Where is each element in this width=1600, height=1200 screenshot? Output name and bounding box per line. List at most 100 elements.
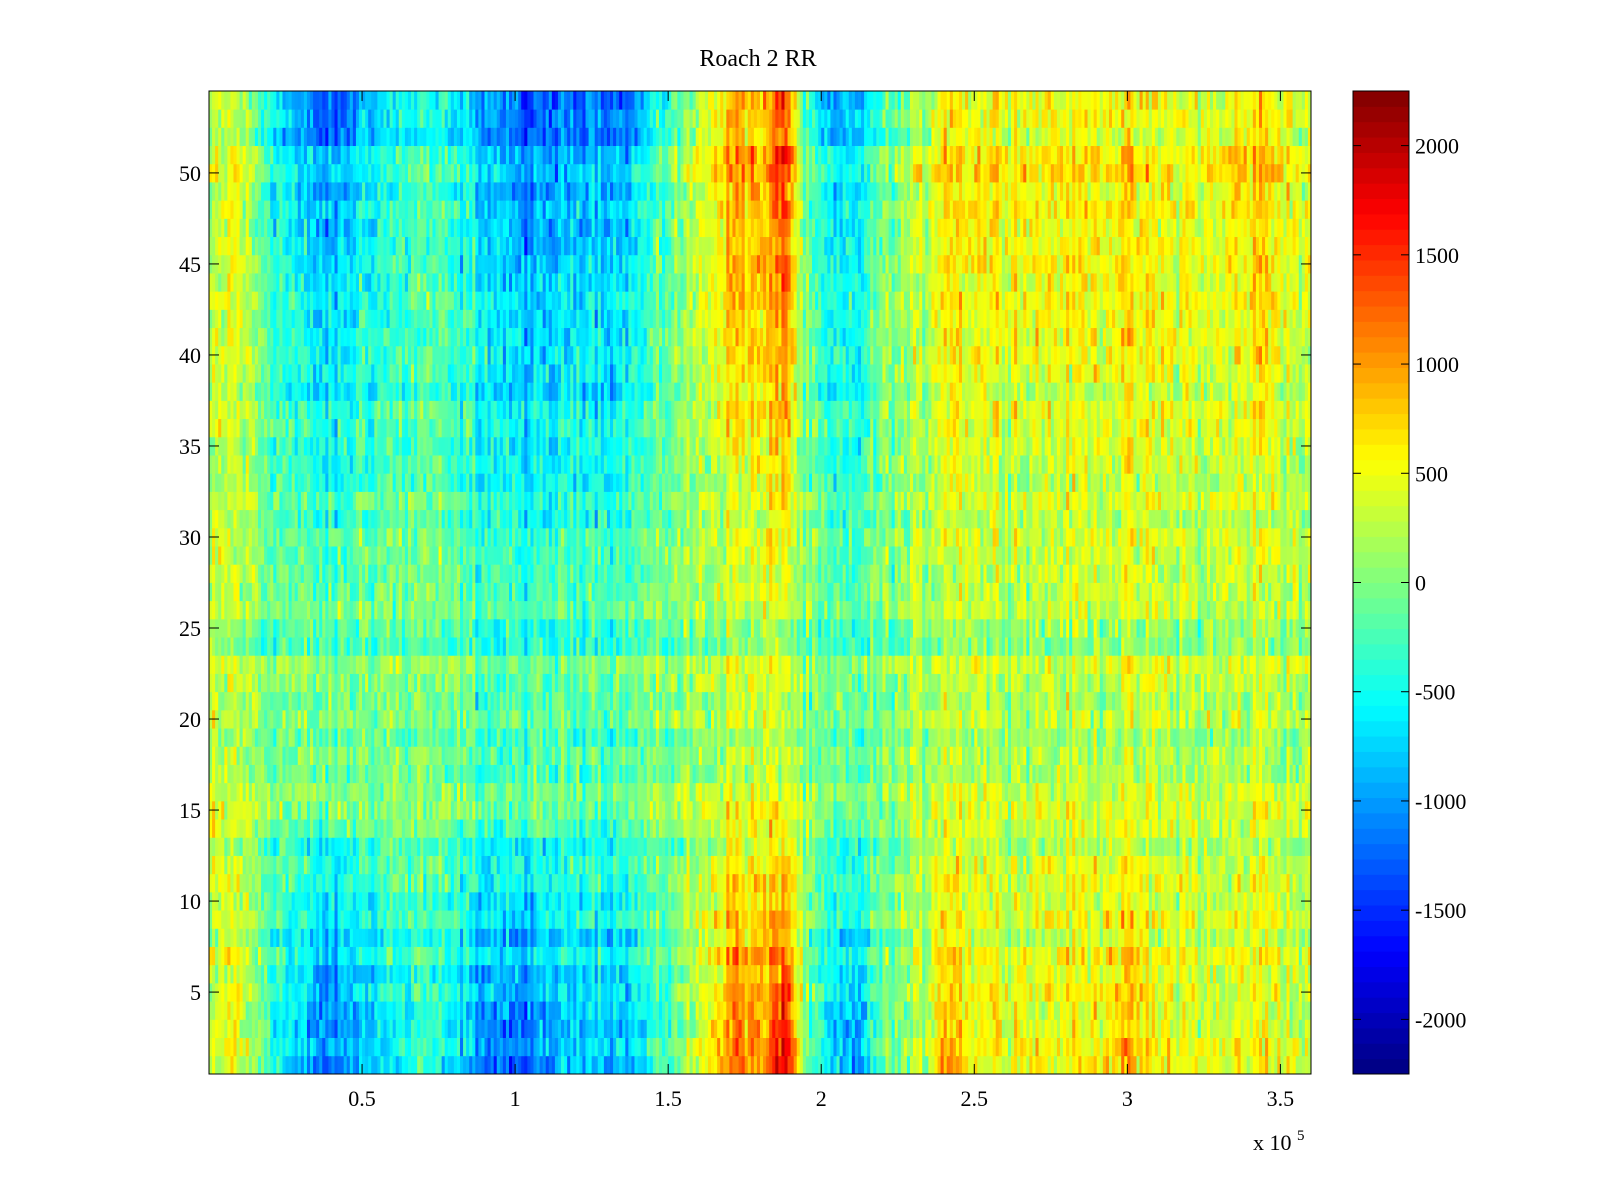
heatmap-cell [245, 855, 250, 875]
heatmap-cell [925, 1001, 929, 1020]
heatmap-cell [1231, 964, 1235, 984]
heatmap-cell [316, 837, 320, 856]
heatmap-cell [310, 928, 314, 947]
heatmap-cell [1243, 891, 1248, 911]
heatmap-cell [218, 1037, 222, 1057]
heatmap-cell [946, 855, 951, 875]
heatmap-cell [919, 964, 923, 984]
heatmap-cell [1038, 855, 1043, 875]
heatmap-cell [1216, 891, 1220, 911]
heatmap-cell [365, 1001, 369, 1020]
heatmap-cell [597, 946, 602, 966]
heatmap-cell [346, 946, 351, 966]
heatmap-cell [438, 982, 443, 1002]
heatmap-cell [530, 1001, 534, 1020]
heatmap-cell [1154, 1055, 1159, 1075]
heatmap-cell [548, 1019, 553, 1038]
heatmap-cell [658, 982, 663, 1002]
heatmap-cell [830, 946, 834, 966]
heatmap-cell [340, 1001, 345, 1020]
heatmap-cell [1105, 891, 1110, 911]
heatmap-cell [383, 964, 387, 984]
heatmap-cell [665, 982, 669, 1002]
heatmap-cell [870, 928, 874, 947]
heatmap-cell [1078, 928, 1082, 947]
heatmap-cell [475, 928, 479, 947]
heatmap-cell [756, 946, 761, 966]
heatmap-cell [1020, 982, 1024, 1002]
heatmap-cell [1096, 891, 1101, 911]
heatmap-cell [848, 855, 853, 875]
heatmap-cell [909, 964, 914, 984]
heatmap-cell [744, 1019, 749, 1038]
heatmap-cell [652, 910, 657, 929]
heatmap-cell [300, 1037, 305, 1057]
heatmap-cell [267, 982, 271, 1002]
heatmap-cell [548, 837, 553, 856]
heatmap-cell [389, 891, 394, 911]
heatmap-cell [1157, 982, 1162, 1002]
heatmap-cell [1136, 855, 1140, 875]
heatmap-cell [738, 855, 743, 875]
heatmap-cell [701, 819, 706, 838]
heatmap-cell [949, 1055, 954, 1075]
heatmap-cell [1170, 1055, 1174, 1075]
heatmap-cell [404, 855, 409, 875]
heatmap-cell [640, 819, 645, 838]
heatmap-cell [1164, 1037, 1168, 1057]
heatmap-cell [793, 891, 798, 911]
heatmap-cell [310, 873, 314, 893]
heatmap-cell [557, 982, 562, 1002]
heatmap-cell [1286, 982, 1290, 1002]
heatmap-cell [1075, 928, 1079, 947]
heatmap-cell [965, 855, 969, 875]
heatmap-cell [683, 928, 687, 947]
heatmap-cell [1283, 837, 1287, 856]
heatmap-cell [870, 1055, 874, 1075]
heatmap-cell [750, 819, 755, 838]
heatmap-cell [992, 928, 997, 947]
heatmap-cell [1191, 891, 1196, 911]
heatmap-cell [1151, 910, 1156, 929]
heatmap-cell [815, 1001, 819, 1020]
heatmap-cell [867, 964, 871, 984]
heatmap-cell [891, 1019, 896, 1038]
heatmap-cell [401, 837, 406, 856]
heatmap-cell [1118, 1055, 1122, 1075]
heatmap-cell [554, 964, 559, 984]
heatmap-cell [270, 910, 274, 929]
heatmap-cell [662, 1001, 666, 1020]
heatmap-cell [784, 946, 788, 966]
heatmap-cell [551, 1037, 556, 1057]
heatmap-cell [980, 873, 984, 893]
heatmap-cell [392, 1037, 397, 1057]
heatmap-cell [1157, 819, 1162, 838]
heatmap-cell [300, 946, 305, 966]
heatmap-cell [1206, 891, 1211, 911]
heatmap-cell [484, 1037, 488, 1057]
heatmap-cell [735, 1037, 739, 1057]
heatmap-cell [466, 982, 470, 1002]
heatmap-cell [906, 982, 911, 1002]
heatmap-cell [1154, 910, 1159, 929]
heatmap-cell [276, 891, 280, 911]
heatmap-cell [1164, 837, 1168, 856]
heatmap-cell [212, 1055, 216, 1075]
heatmap-cell [750, 1019, 755, 1038]
heatmap-cell [1225, 964, 1229, 984]
heatmap-cell [322, 1037, 326, 1057]
heatmap-cell [686, 964, 690, 984]
heatmap-cell [331, 1037, 335, 1057]
heatmap-cell [1179, 964, 1183, 984]
heatmap-cell [753, 964, 758, 984]
heatmap-cell [1170, 982, 1174, 1002]
heatmap-cell [836, 1037, 840, 1057]
heatmap-cell [738, 873, 743, 893]
heatmap-cell [610, 837, 614, 856]
heatmap-cell [453, 964, 458, 984]
heatmap-cell [851, 837, 856, 856]
heatmap-cell [1274, 928, 1278, 947]
heatmap-cell [998, 964, 1003, 984]
heatmap-cell [279, 1055, 283, 1075]
heatmap-cell [548, 910, 553, 929]
